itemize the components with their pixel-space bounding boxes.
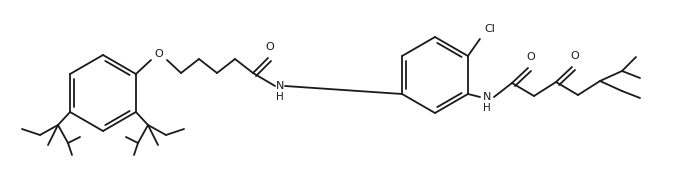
- Text: H: H: [483, 103, 491, 113]
- Text: O: O: [265, 42, 274, 52]
- Text: O: O: [570, 51, 580, 61]
- Text: N: N: [276, 81, 284, 91]
- Text: O: O: [526, 52, 536, 62]
- Text: H: H: [276, 92, 284, 102]
- Text: O: O: [155, 49, 163, 59]
- Text: N: N: [483, 92, 491, 102]
- Text: Cl: Cl: [484, 24, 496, 34]
